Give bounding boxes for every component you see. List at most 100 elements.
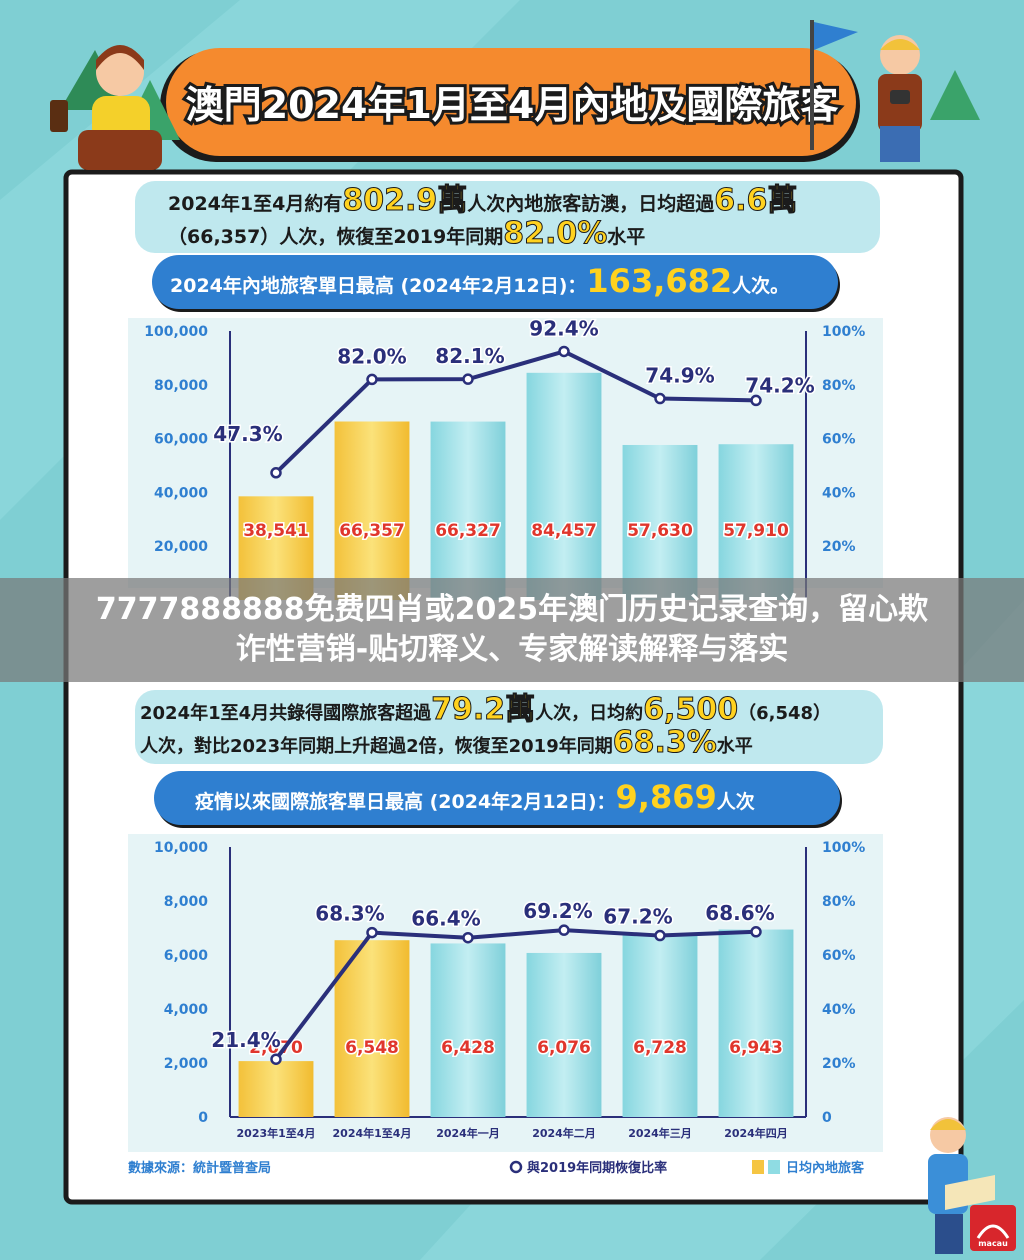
mainland-summary-text: （66,357）人次，恢復至2019年同期 <box>168 225 503 248</box>
line-value-label: 68.6% <box>705 901 774 925</box>
intl-summary-box <box>135 690 883 764</box>
category-label: 2024年1至4月 <box>333 1126 412 1140</box>
line-point <box>270 467 282 479</box>
left-tick-label: 40,000 <box>154 485 208 501</box>
bar-value-label: 6,728 <box>633 1038 687 1058</box>
source-note: 數據來源：統計暨普查局 <box>128 1160 271 1176</box>
bar-value-label: 38,541 <box>243 521 309 541</box>
girl-illustration-icon <box>50 45 180 170</box>
line-point <box>750 926 762 938</box>
line-point <box>750 394 762 407</box>
line-point <box>366 926 378 939</box>
category-label: 2024年一月 <box>436 1126 500 1140</box>
left-tick-label: 8,000 <box>164 894 209 910</box>
line-value-label: 68.3% <box>315 902 384 926</box>
line-point <box>366 373 378 386</box>
right-tick-label: 0 <box>822 1110 832 1126</box>
line-point <box>462 373 474 385</box>
intl-peak-value: 9,869 <box>616 778 717 816</box>
bar <box>334 940 410 1117</box>
line-value-label: 82.1% <box>435 344 504 368</box>
line-point <box>558 924 570 936</box>
intl-summary-text: 人次，日均約 <box>535 702 643 724</box>
intl-summary-text: 水平 <box>717 735 753 757</box>
bar <box>430 421 506 600</box>
intl-total-highlight: 79.2萬 <box>431 692 535 727</box>
left-tick-label: 6,000 <box>164 948 209 964</box>
boy-flag-illustration-icon <box>810 20 980 162</box>
right-tick-label: 60% <box>822 432 856 448</box>
overlay-caption-line2: 诈性营销-贴切释义、专家解读解释与落实 <box>235 632 789 667</box>
macao-logo-text: macau <box>978 1239 1008 1248</box>
header-pill <box>166 48 856 156</box>
right-tick-label: 100% <box>822 840 865 856</box>
intl-recovery-highlight: 68.3% <box>613 725 717 760</box>
intl-daily-exact: （6,548） <box>738 703 831 724</box>
legend-line-marker <box>509 1160 523 1174</box>
right-tick-label: 80% <box>822 378 856 394</box>
right-tick-label: 40% <box>822 485 856 501</box>
bar <box>622 935 698 1117</box>
line-value-label: 67.2% <box>603 905 672 929</box>
left-tick-label: 60,000 <box>154 432 208 448</box>
bar-value-label: 57,910 <box>723 521 789 541</box>
bar <box>238 1061 314 1117</box>
category-label: 2023年1至4月 <box>237 1126 316 1140</box>
line-value-label: 21.4% <box>211 1028 280 1052</box>
mainland-summary-text: 水平 <box>607 226 645 248</box>
bar-value-label: 6,076 <box>537 1038 591 1058</box>
mainland-peak-text: 2024年內地旅客單日最高 (2024年2月12日)：163,682人次。 <box>170 262 789 300</box>
intl-summary-line1: 2024年1至4月共錄得國際旅客超過79.2萬人次，日均約6,500（6,548… <box>140 692 831 727</box>
bar <box>526 372 602 600</box>
left-tick-label: 100,000 <box>144 324 208 340</box>
mainland-daily-highlight: 6.6萬 <box>714 183 797 218</box>
line-point <box>462 931 474 944</box>
bar-value-label: 6,428 <box>441 1038 495 1058</box>
bar <box>718 444 794 600</box>
bar <box>622 444 698 600</box>
reader-illustration-icon <box>928 1117 995 1254</box>
mainland-summary-line2: （66,357）人次，恢復至2019年同期82.0%水平 <box>168 216 645 251</box>
intl-peak-text: 疫情以來國際旅客單日最高 (2024年2月12日)：9,869人次 <box>195 778 755 816</box>
bar-value-label: 6,548 <box>345 1038 399 1058</box>
line-value-label: 74.2% <box>745 373 814 397</box>
line-value-label: 92.4% <box>529 316 598 340</box>
right-tick-label: 20% <box>822 1056 856 1072</box>
line-point <box>270 1053 282 1065</box>
line-point <box>654 929 666 942</box>
mainland-summary-line1: 2024年1至4月約有802.9萬人次內地旅客訪澳，日均超過6.6萬 <box>168 183 797 218</box>
bar-value-label: 84,457 <box>531 521 597 541</box>
line-value-label: 82.0% <box>337 344 406 368</box>
left-tick-label: 10,000 <box>154 840 208 856</box>
bar-value-label: 66,327 <box>435 521 501 541</box>
overlay-caption: 7777888888免费四肖或2025年澳门历史记录查询，留心欺 诈性营销-贴切… <box>20 590 1004 670</box>
legend-bar-label: 日均內地旅客 <box>786 1160 865 1176</box>
bar <box>718 929 794 1117</box>
mainland-total-highlight: 802.9萬 <box>342 183 467 218</box>
header-title: 澳門2024年1月至4月內地及國際旅客 <box>186 83 839 127</box>
mainland-summary-text: 2024年1至4月約有 <box>168 192 342 215</box>
mainland-summary-text: 人次內地旅客訪澳，日均超過 <box>467 192 715 215</box>
recovery-rate-line <box>274 349 757 475</box>
bar <box>430 943 506 1117</box>
intl-summary-text: 2024年1至4月共錄得國際旅客超過 <box>140 702 432 724</box>
intl-summary-text: 人次，對比2023年同期上升超過2倍，恢復至2019年同期 <box>140 735 613 757</box>
macao-logo: macau <box>970 1205 1016 1251</box>
recovery-rate-line <box>274 928 757 1061</box>
mainland-summary-box <box>135 181 880 253</box>
line-value-label: 74.9% <box>645 364 714 388</box>
overlay-caption-line1: 7777888888免费四肖或2025年澳门历史记录查询，留心欺 <box>95 592 929 627</box>
legend-line-label: 與2019年同期恢復比率 <box>527 1160 667 1176</box>
bar-value-label: 66,357 <box>339 521 405 541</box>
mainland-peak-unit: 人次。 <box>732 274 789 297</box>
line-value-label: 47.3% <box>213 422 282 446</box>
left-tick-label: 80,000 <box>154 378 208 394</box>
intl-daily-highlight: 6,500 <box>643 692 738 727</box>
right-tick-label: 80% <box>822 894 856 910</box>
left-tick-label: 4,000 <box>164 1002 209 1018</box>
bar <box>526 952 602 1117</box>
right-tick-label: 20% <box>822 539 856 555</box>
intl-peak-unit: 人次 <box>717 790 755 813</box>
intl-chart: 10,000 8,000 6,000 4,000 2,000 0 100% 80% 60% 40%… <box>154 840 865 1140</box>
